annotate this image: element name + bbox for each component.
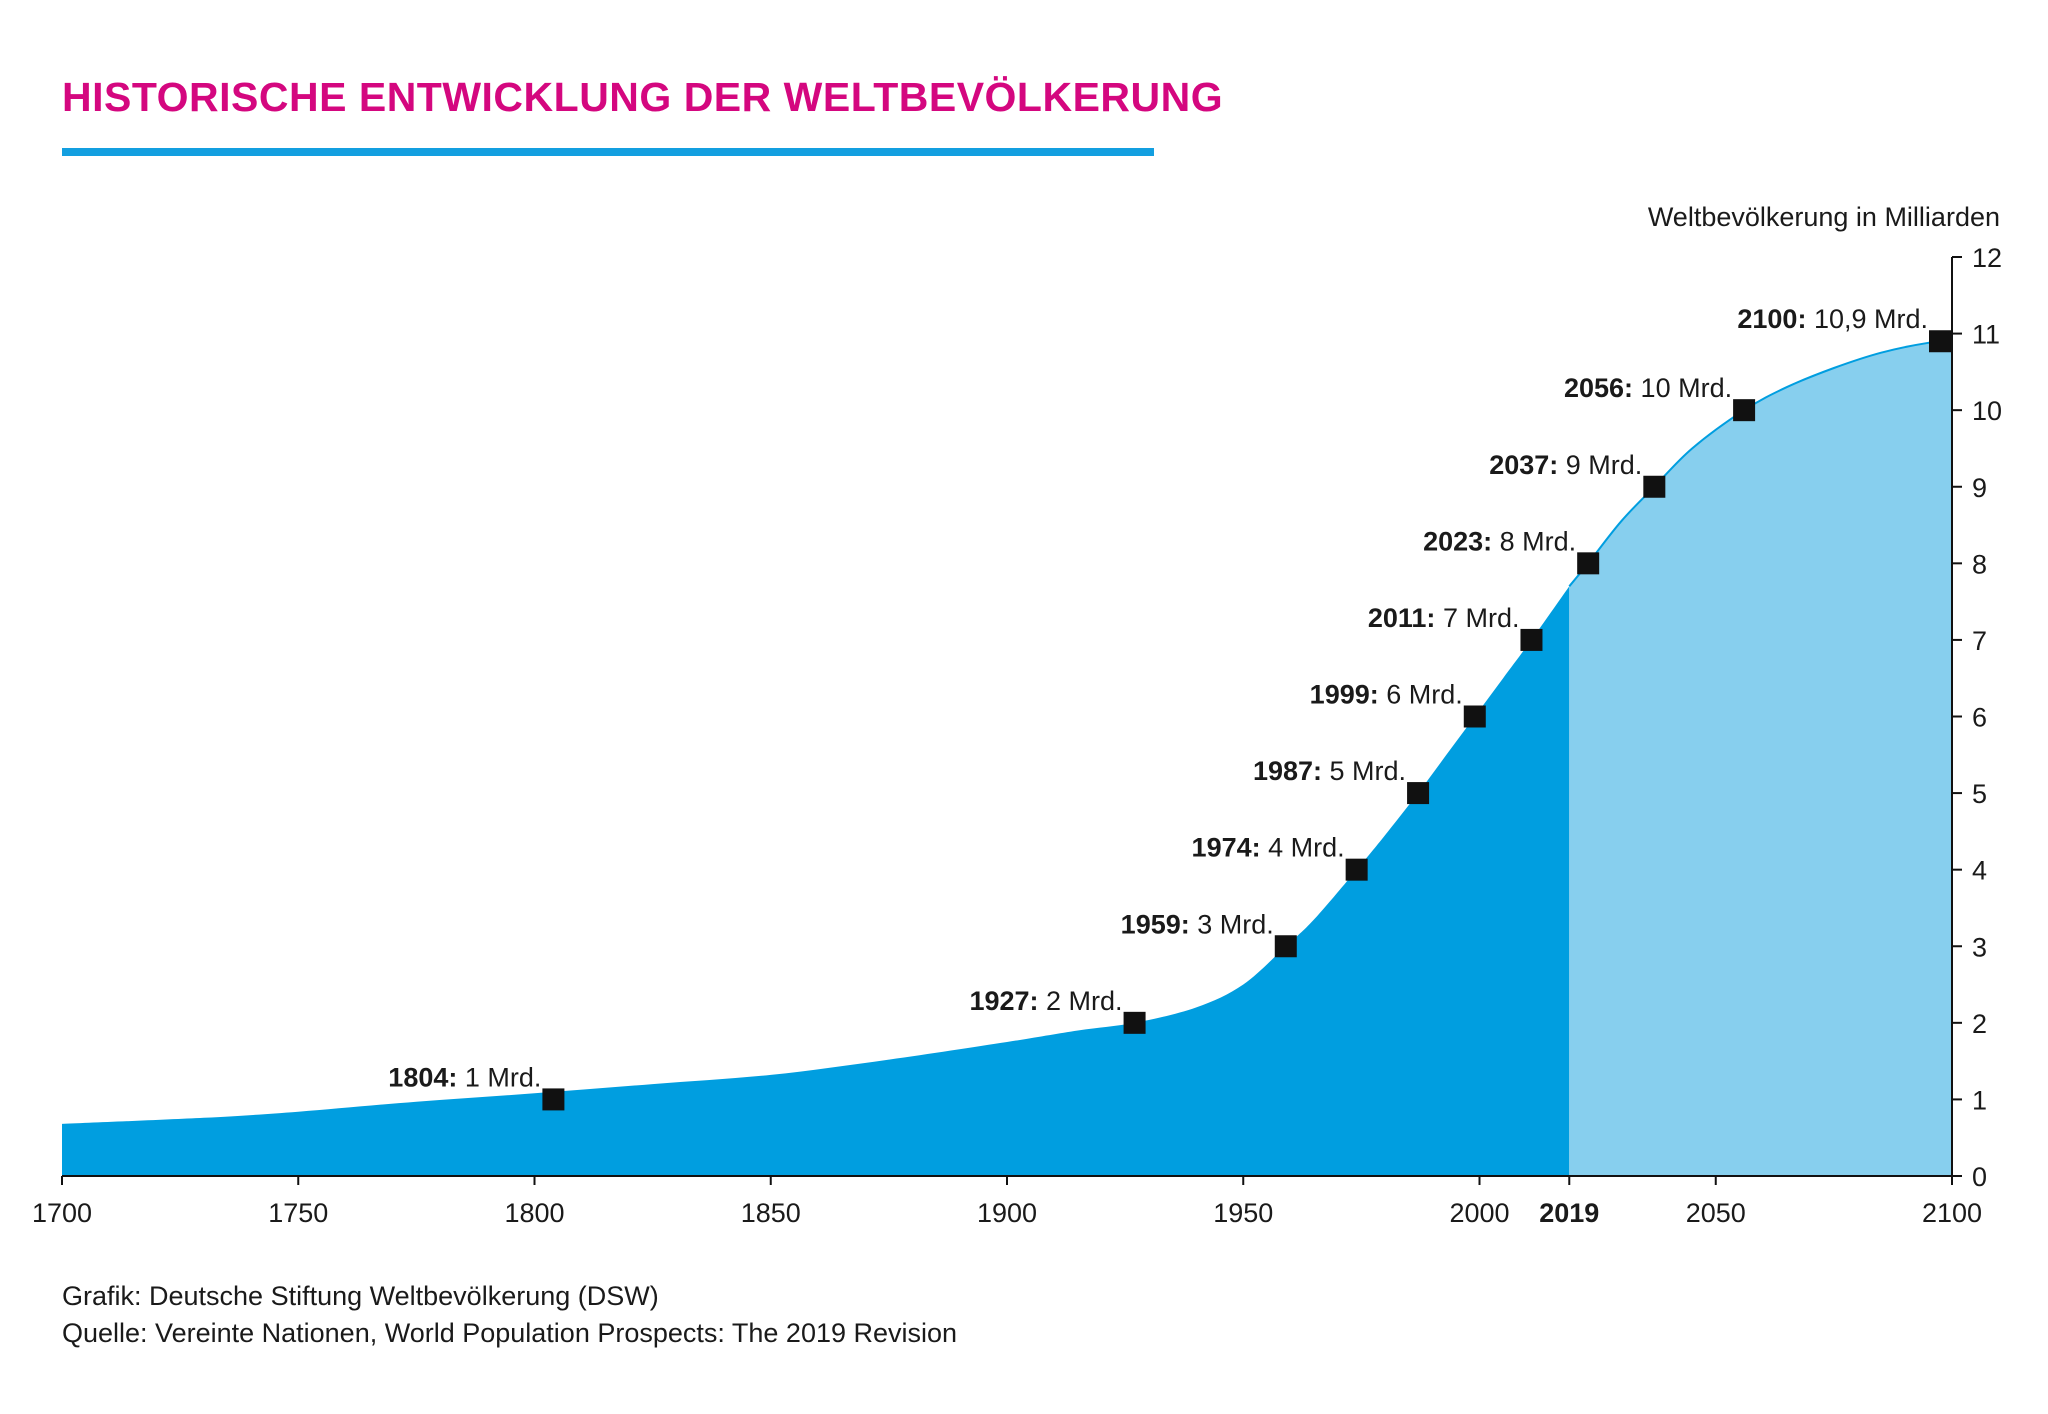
milestone-value: 10 Mrd. [1633,373,1732,403]
x-tick-label: 1800 [504,1198,564,1228]
x-tick-label: 2100 [1922,1198,1982,1228]
milestone-label: 2023: 8 Mrd. [1423,526,1576,556]
milestone-value: 1 Mrd. [457,1062,541,1092]
milestone-value: 8 Mrd. [1492,526,1576,556]
title-underline [62,148,1154,156]
milestone-marker [1407,782,1430,805]
milestone-year: 2037: [1489,450,1558,480]
milestone-label: 2037: 9 Mrd. [1489,450,1642,480]
milestone-value: 4 Mrd. [1261,833,1345,863]
milestone-label: 2011: 7 Mrd. [1368,603,1520,633]
milestone-label: 2056: 10 Mrd. [1564,373,1732,403]
footer-source: Quelle: Vereinte Nationen, World Populat… [62,1318,958,1348]
milestone-label: 1927: 2 Mrd. [969,986,1122,1016]
x-tick-label: 2000 [1449,1198,1509,1228]
milestone-label: 1974: 4 Mrd. [1192,833,1345,863]
milestone-marker [1577,552,1600,575]
milestone-label: 1804: 1 Mrd. [388,1062,541,1092]
milestone-marker [1463,705,1486,728]
x-tick-label: 1850 [741,1198,801,1228]
chart-title: HISTORISCHE ENTWICKLUNG DER WELTBEVÖLKER… [62,74,1224,120]
y-tick-label: 10 [1972,396,2002,426]
y-tick-label: 3 [1972,932,1987,962]
y-tick-label: 5 [1972,779,1987,809]
x-tick-label: 1950 [1213,1198,1273,1228]
y-tick-label: 12 [1972,243,2002,273]
projection-area [1569,341,1952,1176]
y-tick-label: 6 [1972,703,1987,733]
milestone-marker [1929,330,1951,353]
milestone-marker [1643,475,1666,498]
milestone-label: 1999: 6 Mrd. [1310,680,1463,710]
milestone-year: 2056: [1564,373,1633,403]
milestone-value: 2 Mrd. [1039,986,1123,1016]
y-tick-label: 2 [1972,1009,1987,1039]
y-tick-label: 0 [1972,1162,1987,1192]
x-tick-label: 1750 [268,1198,328,1228]
milestone-year: 1927: [969,986,1038,1016]
milestone-label: 1959: 3 Mrd. [1121,909,1274,939]
milestone-year: 2100: [1737,304,1806,334]
x-tick-label: 2019 [1539,1198,1599,1228]
milestone-marker [1345,858,1368,881]
y-axis-label: Weltbevölkerung in Milliarden [1648,202,2000,232]
milestone-label: 1987: 5 Mrd. [1253,756,1406,786]
milestone-marker [542,1088,565,1111]
footer-credit: Grafik: Deutsche Stiftung Weltbevölkerun… [62,1281,659,1311]
milestone-marker [1733,399,1756,422]
y-tick-label: 8 [1972,549,1987,579]
historical-area [62,586,1570,1176]
milestone-year: 2023: [1423,526,1492,556]
milestone-year: 1804: [388,1062,457,1092]
x-tick-label: 1900 [977,1198,1037,1228]
y-tick-label: 9 [1972,473,1987,503]
milestone-value: 5 Mrd. [1322,756,1406,786]
x-tick-label: 2050 [1686,1198,1746,1228]
milestone-value: 9 Mrd. [1558,450,1642,480]
milestone-value: 6 Mrd. [1379,680,1463,710]
milestones: 1804: 1 Mrd. 1927: 2 Mrd. 1959: 3 Mrd. 1974… [388,304,1951,1111]
milestone-year: 1974: [1192,833,1261,863]
milestone-year: 2011: [1368,603,1436,633]
milestone-year: 1959: [1121,909,1190,939]
y-tick-label: 4 [1972,856,1987,886]
milestone-value: 7 Mrd. [1435,603,1519,633]
milestone-label: 2100: 10,9 Mrd. [1737,304,1928,334]
x-axis: 1700 1750 1800 1850 1900 1950 2000 2019 2050 2100 [32,1175,1982,1228]
milestone-value: 3 Mrd. [1190,909,1274,939]
milestone-marker [1123,1011,1146,1034]
milestone-year: 1999: [1310,680,1379,710]
y-tick-label: 11 [1972,320,2000,350]
x-tick-label: 1700 [32,1198,92,1228]
milestone-marker [1274,935,1297,958]
milestone-value: 10,9 Mrd. [1806,304,1928,334]
y-tick-label: 1 [1972,1085,1987,1115]
milestone-year: 1987: [1253,756,1322,786]
y-tick-label: 7 [1972,626,1987,656]
milestone-marker [1520,628,1543,651]
